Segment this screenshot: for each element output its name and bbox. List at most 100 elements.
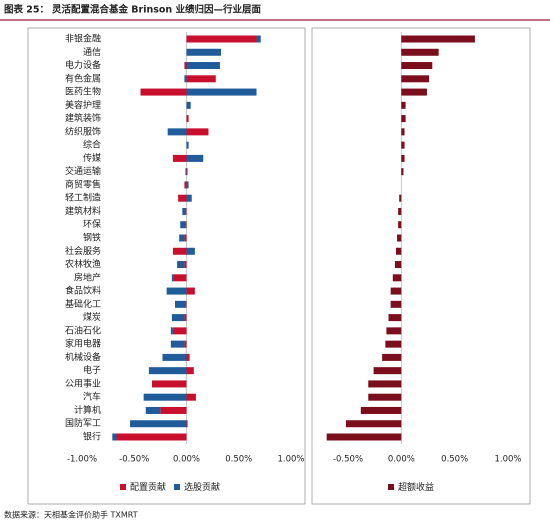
category-label: 商贸零售 xyxy=(65,178,101,190)
category-label: 建筑装饰 xyxy=(65,112,101,124)
bar xyxy=(186,75,216,83)
bar xyxy=(373,367,402,375)
bar xyxy=(184,181,187,189)
category-label: 轻工制造 xyxy=(65,192,101,204)
bar xyxy=(171,314,185,322)
category-label: 房地产 xyxy=(74,271,101,283)
category-label: 银行 xyxy=(83,431,101,443)
category-label: 医药生物 xyxy=(65,86,101,98)
bar xyxy=(345,420,402,428)
category-label: 建筑材料 xyxy=(65,205,101,217)
bar xyxy=(184,340,187,348)
bar xyxy=(385,340,402,348)
bar xyxy=(185,168,187,176)
source-note: 数据来源：天相基金评价助手 TXMRT xyxy=(4,510,138,520)
bar xyxy=(185,221,187,229)
bar xyxy=(186,141,189,149)
bar xyxy=(186,247,195,255)
bar xyxy=(160,406,187,414)
bar xyxy=(184,314,187,322)
legend-swatch xyxy=(388,484,394,490)
bar xyxy=(175,300,186,308)
legend-label: 超额收益 xyxy=(398,481,434,493)
category-label: 钢铁 xyxy=(83,232,101,244)
bar xyxy=(392,274,402,282)
bar xyxy=(186,420,188,428)
bar xyxy=(186,194,192,202)
category-label: 环保 xyxy=(83,218,101,230)
category-label: 通信 xyxy=(83,46,101,58)
category-label: 电力设备 xyxy=(65,59,101,71)
category-label: 公用事业 xyxy=(65,377,101,389)
bar xyxy=(398,221,402,229)
category-label: 交通运输 xyxy=(65,165,101,177)
bar xyxy=(182,207,186,215)
bar xyxy=(382,353,402,361)
bar xyxy=(388,314,402,322)
category-label: 纺织服饰 xyxy=(65,125,101,137)
bar xyxy=(401,128,405,136)
x-tick-label: -0.50% xyxy=(333,455,363,465)
bar xyxy=(178,194,187,202)
bar xyxy=(166,287,187,295)
bar xyxy=(152,380,187,388)
bar xyxy=(401,141,405,149)
figure-label: 图表 25： xyxy=(4,4,49,16)
bar xyxy=(186,62,220,70)
bar xyxy=(172,247,187,255)
bar xyxy=(186,367,194,375)
bar xyxy=(184,62,187,70)
bar xyxy=(399,194,402,202)
category-label: 电子 xyxy=(83,364,101,376)
bar xyxy=(390,300,402,308)
bar xyxy=(185,207,187,215)
bar xyxy=(145,406,161,414)
x-tick-label: -1.00% xyxy=(67,455,97,465)
bar xyxy=(170,327,173,335)
bar xyxy=(401,62,433,70)
category-label: 计算机 xyxy=(74,404,101,416)
bar xyxy=(184,234,187,242)
bar xyxy=(401,35,475,43)
bar xyxy=(256,35,261,43)
bar xyxy=(398,207,402,215)
category-label: 家用电器 xyxy=(65,338,101,350)
bar xyxy=(186,35,257,43)
x-tick-label: 0.50% xyxy=(225,455,252,465)
category-label: 有色金属 xyxy=(65,72,101,84)
bar xyxy=(148,367,187,375)
bar xyxy=(360,406,402,414)
x-tick-label: 1.00% xyxy=(277,455,304,465)
legend-label: 配置贡献 xyxy=(130,481,166,493)
bar xyxy=(143,393,187,401)
category-label: 农林牧渔 xyxy=(65,258,101,270)
category-label: 传媒 xyxy=(83,152,101,164)
right-panel-frame xyxy=(311,27,531,505)
bar xyxy=(186,353,190,361)
left-panel-frame xyxy=(27,27,306,505)
bar xyxy=(186,287,195,295)
category-label: 基础化工 xyxy=(65,298,101,310)
bar xyxy=(180,221,186,229)
category-label: 国防军工 xyxy=(65,417,101,429)
bar xyxy=(140,88,187,96)
bar xyxy=(401,168,404,176)
bar xyxy=(171,274,174,282)
chart-title: 灵活配置混合基金 Brinson 业绩归因—行业层面 xyxy=(51,4,262,16)
bar xyxy=(390,287,402,295)
bar xyxy=(326,433,402,441)
bar xyxy=(186,115,189,123)
legend-label: 选股贡献 xyxy=(184,481,220,493)
bar xyxy=(397,234,402,242)
category-label: 综合 xyxy=(83,139,101,151)
category-label: 石油石化 xyxy=(65,324,101,336)
bar xyxy=(173,274,187,282)
bar xyxy=(401,154,405,162)
category-label: 非银金融 xyxy=(65,33,101,45)
bar xyxy=(186,128,209,136)
bar xyxy=(368,380,402,388)
bar xyxy=(185,300,187,308)
bar xyxy=(167,128,187,136)
